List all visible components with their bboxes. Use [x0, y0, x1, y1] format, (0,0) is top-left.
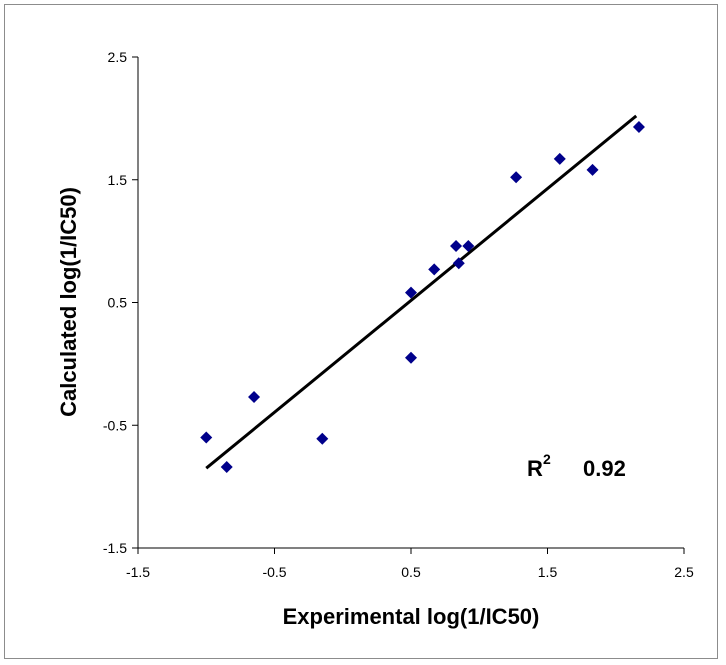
data-point: [450, 240, 463, 253]
y-tick-label: -1.5: [103, 540, 127, 556]
x-tick-label: -1.5: [126, 564, 150, 580]
data-point: [200, 431, 213, 444]
tick-labels: -1.5 -0.5 0.5 1.5 2.5 -1.5 -0.5 0.5 1.5 2.5: [103, 49, 694, 580]
x-axis-title: Experimental log(1/IC50): [283, 604, 540, 629]
data-point: [462, 240, 475, 253]
x-tick-label: 2.5: [674, 564, 694, 580]
data-point: [452, 257, 465, 270]
data-point: [248, 391, 261, 404]
x-tick-label: -0.5: [262, 564, 286, 580]
trendline-group: [205, 114, 638, 470]
r2-label: R: [527, 456, 543, 481]
data-point: [220, 460, 233, 473]
data-point: [586, 163, 599, 176]
y-axis-title: Calculated log(1/IC50): [56, 187, 81, 417]
data-point: [553, 152, 566, 165]
x-tick-label: 0.5: [401, 564, 421, 580]
r2-superscript: 2: [543, 451, 551, 467]
y-tick-label: 0.5: [108, 295, 128, 311]
y-tick-label: 1.5: [108, 172, 128, 188]
data-points: [200, 120, 645, 473]
regression-line: [205, 114, 638, 470]
x-tick-label: 1.5: [538, 564, 558, 580]
data-point: [405, 351, 417, 364]
y-tick-label: -0.5: [103, 417, 127, 433]
y-tick-label: 2.5: [108, 49, 128, 65]
r2-value: 0.92: [583, 456, 626, 481]
data-point: [405, 286, 417, 299]
data-point: [316, 432, 329, 445]
data-point: [510, 171, 523, 184]
data-point: [428, 263, 441, 276]
data-point: [632, 120, 645, 133]
r-squared-annotation: R 2 0.92: [527, 451, 626, 481]
ticks: [132, 56, 685, 554]
chart-frame: [4, 4, 718, 659]
